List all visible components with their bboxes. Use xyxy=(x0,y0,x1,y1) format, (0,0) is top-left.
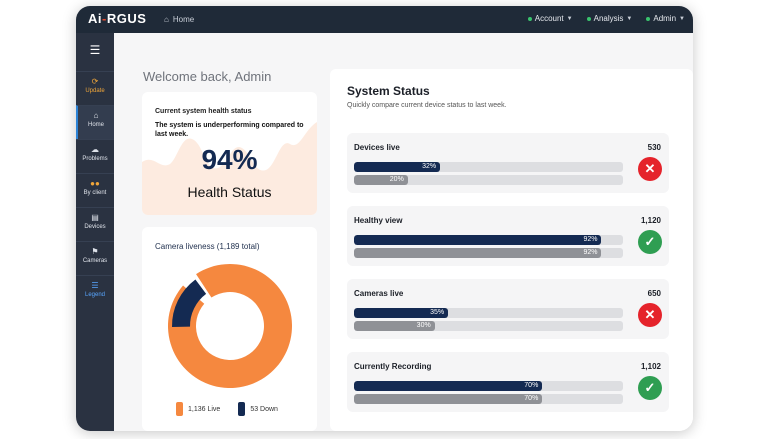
device-icon: ▤ xyxy=(91,213,99,222)
previous-bar-track: 30% xyxy=(354,321,623,331)
donut-slice-live xyxy=(168,264,292,388)
refresh-icon: ⟳ xyxy=(91,77,99,86)
camera-donut-chart xyxy=(168,264,292,388)
status-dot-icon xyxy=(527,16,532,21)
metric-card-devices-live: Devices live 530 32% 20% ✕ xyxy=(347,133,669,193)
sidebar-item-legend[interactable]: ☰ Legend xyxy=(76,275,114,309)
chevron-down-icon: ▼ xyxy=(626,15,633,22)
current-bar: 92% xyxy=(354,235,602,245)
previous-bar-track: 92% xyxy=(354,248,623,258)
current-bar-track: 92% xyxy=(354,235,623,245)
sidebar-item-devices[interactable]: ▤ Devices xyxy=(76,207,114,241)
camera-liveness-card: Camera liveness (1,189 total) 1,136 Live… xyxy=(142,227,317,431)
legend-live: 1,136 Live xyxy=(176,402,220,416)
system-status-subtitle: Quickly compare current device status to… xyxy=(347,102,507,109)
status-dot-icon xyxy=(586,16,591,21)
metric-card-currently-recording: Currently Recording 1,102 70% 70% ✓ xyxy=(347,352,669,412)
health-percentage: 94% xyxy=(201,144,258,175)
previous-bar-track: 20% xyxy=(354,175,623,185)
top-navbar: Ai-RGUS ⌂ Home Account ▼ Analysis ▼ Admin ▼ xyxy=(76,6,693,33)
current-bar: 35% xyxy=(354,308,449,318)
previous-bar-track: 70% xyxy=(354,394,623,404)
close-icon: ✕ xyxy=(638,157,662,181)
health-status-label: Current system health status xyxy=(155,108,252,115)
previous-bar: 30% xyxy=(354,321,435,331)
donut-legend: 1,136 Live 53 Down xyxy=(176,402,278,416)
status-dot-icon xyxy=(646,16,651,21)
previous-bar: 92% xyxy=(354,248,602,258)
system-status-title: System Status xyxy=(347,84,430,98)
main-content: Welcome back, Admin Current system healt… xyxy=(114,33,693,431)
list-icon: ☰ xyxy=(91,281,99,290)
system-status-panel: System Status Quickly compare current de… xyxy=(330,69,693,431)
sidebar-item-cameras[interactable]: ⚑ Cameras xyxy=(76,241,114,275)
health-caption: Health Status xyxy=(187,184,272,200)
sidebar: ☰ ⟳ Update ⌂ Home ☁ Problems ●● By client ▤ D… xyxy=(76,33,114,431)
home-icon: ⌂ xyxy=(164,15,169,24)
page-title: Welcome back, Admin xyxy=(143,69,272,84)
current-bar-track: 35% xyxy=(354,308,623,318)
down-swatch xyxy=(238,402,246,416)
logo[interactable]: Ai-RGUS xyxy=(88,11,147,26)
current-bar: 70% xyxy=(354,381,543,391)
analysis-menu[interactable]: Analysis ▼ xyxy=(586,14,633,23)
sidebar-item-update[interactable]: ⟳ Update xyxy=(76,71,114,105)
home-link[interactable]: ⌂ Home xyxy=(164,15,194,24)
previous-bar: 20% xyxy=(354,175,408,185)
cloud-icon: ☁ xyxy=(91,145,99,154)
current-bar-track: 32% xyxy=(354,162,623,172)
users-icon: ●● xyxy=(90,179,100,188)
sidebar-item-home[interactable]: ⌂ Home xyxy=(76,105,114,139)
donut-slice-down xyxy=(172,279,207,327)
current-bar: 32% xyxy=(354,162,441,172)
health-card: Current system health status The system … xyxy=(142,92,317,215)
current-bar-track: 70% xyxy=(354,381,623,391)
check-icon: ✓ xyxy=(638,376,662,400)
camera-liveness-title: Camera liveness (1,189 total) xyxy=(155,242,260,251)
home-link-label: Home xyxy=(172,15,195,24)
health-background-wave xyxy=(142,122,317,215)
chevron-down-icon: ▼ xyxy=(566,15,573,22)
metric-card-cameras-live: Cameras live 650 35% 30% ✕ xyxy=(347,279,669,339)
live-swatch xyxy=(176,402,183,416)
legend-down: 53 Down xyxy=(238,402,278,416)
flag-icon: ⚑ xyxy=(91,247,99,256)
close-icon: ✕ xyxy=(638,303,662,327)
admin-menu[interactable]: Admin ▼ xyxy=(646,14,685,23)
home-icon: ⌂ xyxy=(93,111,99,120)
top-menu: Account ▼ Analysis ▼ Admin ▼ xyxy=(527,14,685,23)
account-menu[interactable]: Account ▼ xyxy=(527,14,573,23)
sidebar-item-problems[interactable]: ☁ Problems xyxy=(76,139,114,173)
health-status-message: The system is underperforming compared t… xyxy=(155,122,304,138)
app-window: Ai-RGUS ⌂ Home Account ▼ Analysis ▼ Admin ▼… xyxy=(76,6,693,431)
check-icon: ✓ xyxy=(638,230,662,254)
chevron-down-icon: ▼ xyxy=(679,15,685,22)
hamburger-menu-icon[interactable]: ☰ xyxy=(89,43,101,57)
previous-bar: 70% xyxy=(354,394,543,404)
sidebar-item-by-client[interactable]: ●● By client xyxy=(76,173,114,207)
metric-card-healthy-view: Healthy view 1,120 92% 92% ✓ xyxy=(347,206,669,266)
